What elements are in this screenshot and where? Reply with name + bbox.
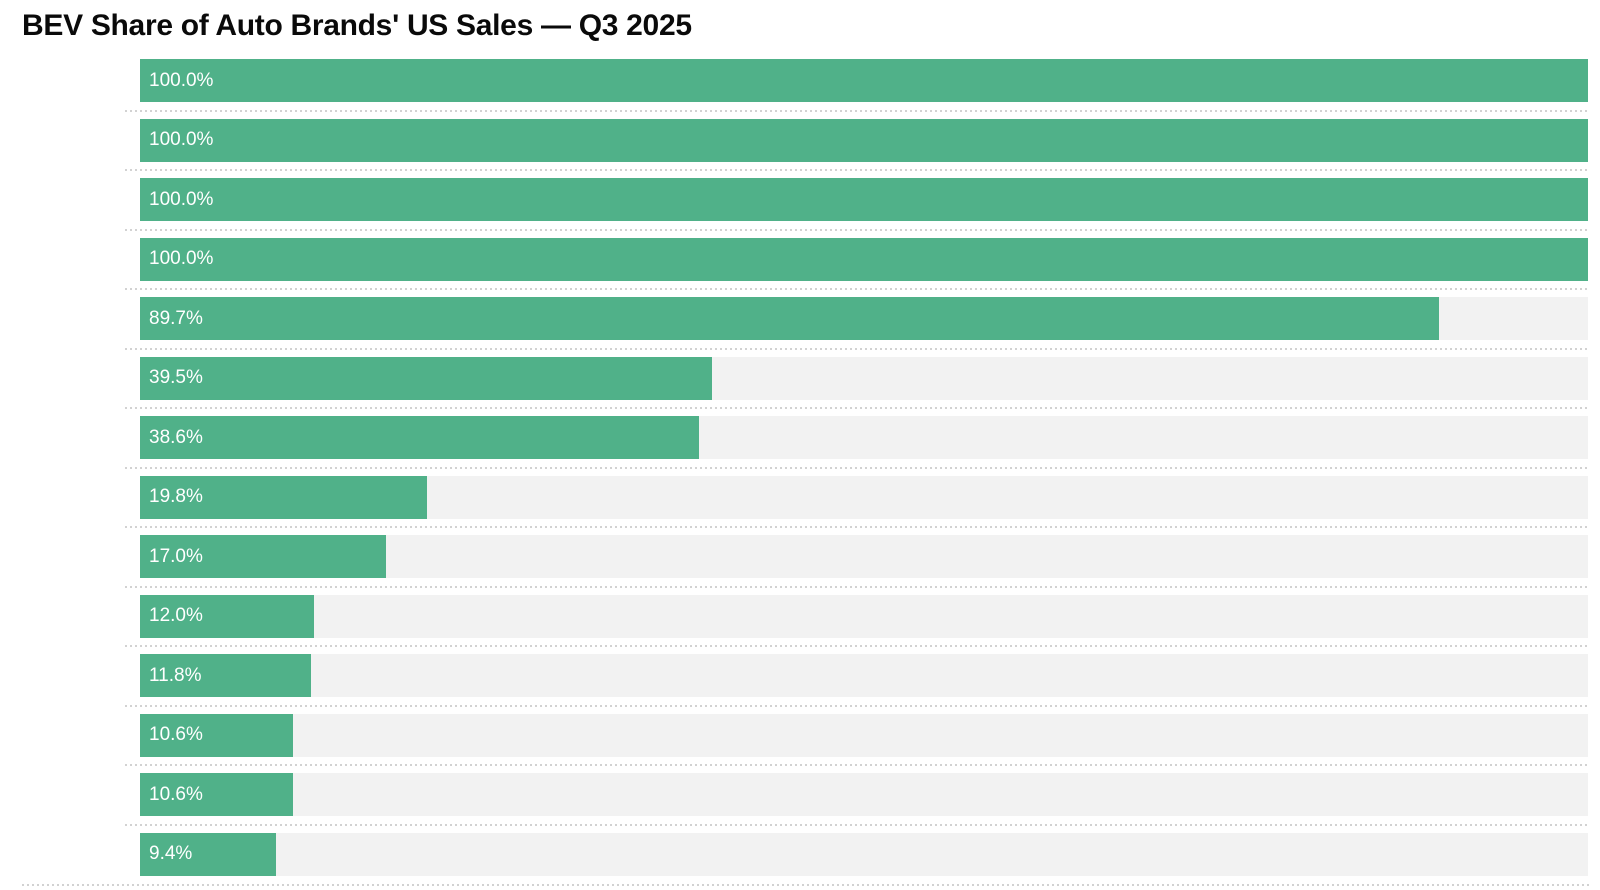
bar-track: 19.8% — [140, 475, 1588, 519]
row-separator — [125, 704, 1590, 707]
bar: 10.6% — [140, 773, 294, 816]
bar-value-label: 10.6% — [149, 724, 203, 745]
bar-value-label: 9.4% — [149, 843, 193, 864]
bar-value-label: 12.0% — [149, 605, 203, 626]
bar-row: 17.0% — [0, 527, 1600, 588]
bar-track: 100.0% — [140, 118, 1588, 162]
bar-value-label: 17.0% — [149, 545, 203, 567]
bar: 9.4% — [140, 832, 277, 876]
bar: 39.5% — [140, 356, 712, 400]
row-separator — [125, 823, 1590, 826]
bar-track: 89.7% — [140, 297, 1588, 340]
bar-row: 100.0% — [0, 170, 1600, 231]
row-separator — [125, 466, 1590, 469]
bar: 100.0% — [140, 118, 1588, 162]
bar-row: 100.0% — [0, 51, 1600, 112]
bar-value-label: 100.0% — [149, 129, 214, 150]
bar: 10.6% — [140, 713, 294, 757]
bar: 11.8% — [140, 654, 311, 697]
bar: 38.6% — [140, 416, 699, 459]
bar-track: 10.6% — [140, 773, 1588, 816]
bar-track: 38.6% — [140, 416, 1588, 459]
bar-track: 12.0% — [140, 594, 1588, 638]
bar-row: 100.0% — [0, 111, 1600, 171]
bar: 89.7% — [140, 297, 1439, 340]
row-separator — [125, 585, 1590, 588]
bar-track: 17.0% — [140, 535, 1588, 578]
bar-row: 12.0% — [0, 587, 1600, 647]
bar-row: 39.5% — [0, 349, 1600, 409]
bar: 19.8% — [140, 475, 427, 519]
bar-track: 100.0% — [140, 178, 1588, 221]
bar-value-label: 100.0% — [149, 248, 214, 269]
row-separator — [125, 109, 1590, 112]
bar-row: 100.0% — [0, 230, 1600, 290]
row-separator — [125, 526, 1590, 528]
row-separator — [125, 764, 1590, 766]
bar-row: 89.7% — [0, 289, 1600, 350]
bar: 100.0% — [140, 59, 1588, 102]
bar-row: 38.6% — [0, 408, 1600, 469]
bar-track: 10.6% — [140, 713, 1588, 757]
bar-value-label: 10.6% — [149, 783, 203, 805]
bar-track: 39.5% — [140, 356, 1588, 400]
bar-track: 11.8% — [140, 654, 1588, 697]
row-separator — [125, 169, 1590, 171]
bar-value-label: 39.5% — [149, 367, 203, 388]
x-axis-baseline — [22, 884, 1590, 886]
bar-track: 100.0% — [140, 59, 1588, 102]
bar-value-label: 11.8% — [149, 664, 202, 686]
row-separator — [125, 407, 1590, 409]
row-separator — [125, 645, 1590, 647]
bar-value-label: 100.0% — [149, 188, 214, 210]
bar-row: 10.6% — [0, 765, 1600, 826]
bar-value-label: 38.6% — [149, 426, 203, 448]
bar: 17.0% — [140, 535, 387, 578]
chart-title: BEV Share of Auto Brands' US Sales — Q3 … — [22, 9, 692, 42]
bar: 12.0% — [140, 594, 314, 638]
bar-value-label: 89.7% — [149, 307, 203, 329]
bar: 100.0% — [140, 237, 1588, 281]
bar-value-label: 19.8% — [149, 486, 203, 507]
row-separator — [125, 288, 1590, 290]
bar-value-label: 100.0% — [149, 69, 214, 91]
row-separator — [125, 347, 1590, 350]
bar-row: 19.8% — [0, 468, 1600, 528]
bar-row: 9.4% — [0, 825, 1600, 885]
bar-track: 9.4% — [140, 832, 1588, 876]
bar: 100.0% — [140, 178, 1588, 221]
bar-track: 100.0% — [140, 237, 1588, 281]
bar-row: 10.6% — [0, 706, 1600, 766]
bar-chart: 100.0% 100.0% 100.0% 100.0% — [0, 51, 1600, 884]
bar-row: 11.8% — [0, 646, 1600, 707]
row-separator — [125, 228, 1590, 231]
